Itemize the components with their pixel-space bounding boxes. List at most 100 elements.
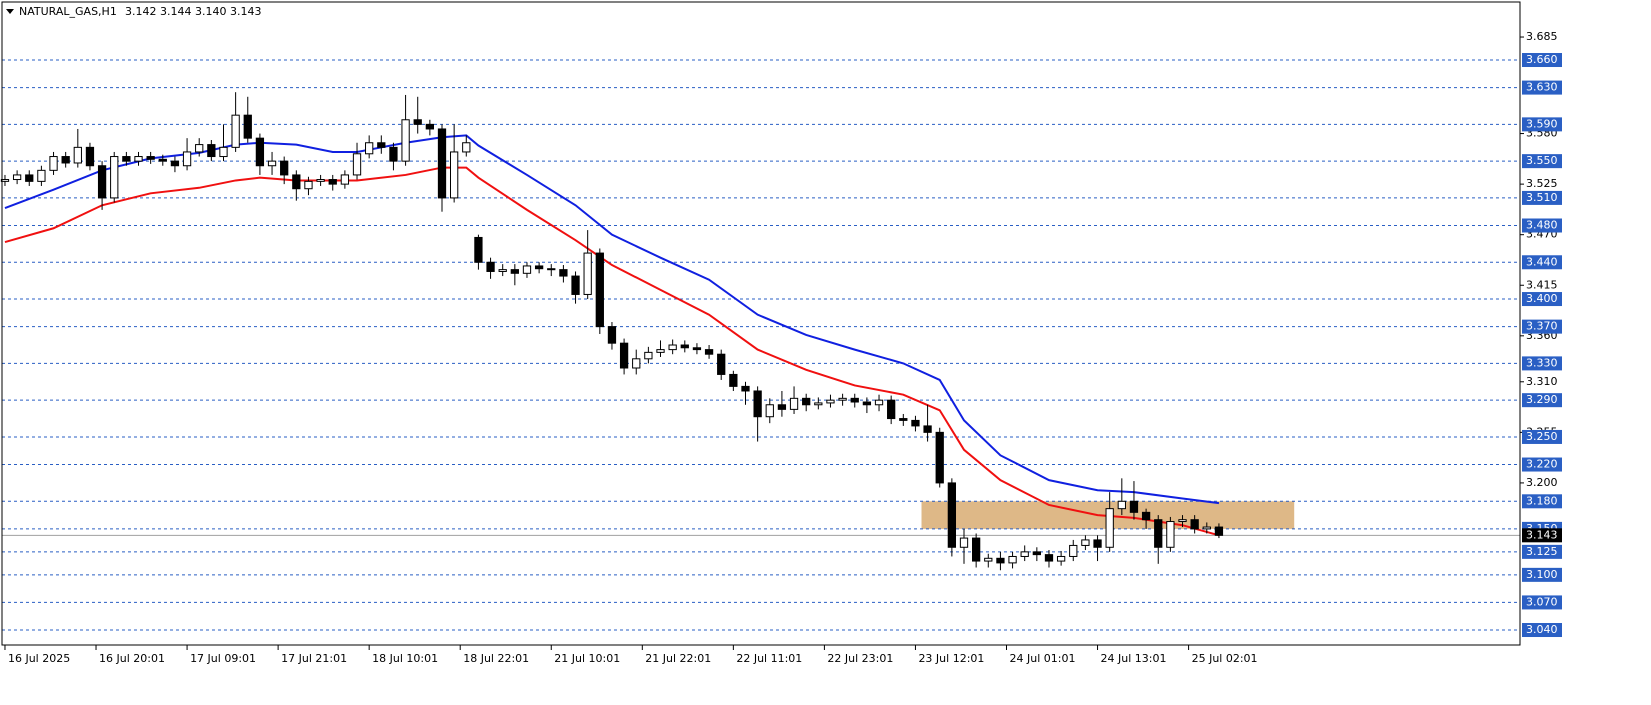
x-tick-label: 24 Jul 13:01: [1101, 652, 1167, 665]
candle-body: [765, 404, 774, 418]
x-tick-label: 21 Jul 22:01: [645, 652, 711, 665]
candle-body: [122, 156, 131, 162]
level-label: 3.590: [1526, 117, 1558, 130]
candle-body: [449, 151, 459, 199]
level-label-box: [1522, 429, 1562, 444]
level-label-box: [1522, 292, 1562, 307]
candle-body: [656, 349, 665, 353]
y-tick-label: 3.200: [1526, 476, 1558, 489]
candle-body: [1141, 511, 1151, 521]
candle-body: [947, 482, 957, 548]
candle-body: [413, 119, 422, 125]
level-label-box: [1522, 117, 1562, 132]
candle-body: [1008, 555, 1017, 564]
candle-body: [195, 144, 204, 153]
candle-body: [1154, 519, 1163, 548]
level-label: 3.400: [1526, 292, 1558, 305]
y-tick-label: 3.525: [1526, 177, 1558, 190]
candle-body: [838, 397, 847, 401]
level-label: 3.040: [1526, 623, 1558, 636]
candle-body: [1032, 551, 1041, 556]
candle-body: [1117, 500, 1126, 510]
level-label: 3.290: [1526, 393, 1558, 406]
level-label-box: [1522, 218, 1562, 233]
candle-body: [316, 179, 325, 182]
candle-body: [862, 401, 872, 406]
x-tick-label: 17 Jul 21:01: [281, 652, 347, 665]
level-label: 3.550: [1526, 154, 1558, 167]
candle-body: [401, 119, 410, 162]
candle-body: [437, 128, 447, 199]
candle-body: [789, 397, 799, 410]
candle-body: [146, 156, 155, 160]
candle-body: [996, 557, 1005, 564]
candle-body: [182, 151, 192, 167]
candle-body: [547, 268, 556, 271]
level-label: 3.630: [1526, 81, 1558, 94]
ma-line: [4, 166, 1220, 537]
candle-body: [243, 114, 252, 139]
level-label: 3.250: [1526, 430, 1558, 443]
candle-body: [959, 537, 969, 548]
x-tick-label: 24 Jul 01:01: [1009, 652, 1075, 665]
level-label: 3.220: [1526, 458, 1558, 471]
candle-body: [619, 342, 629, 369]
level-label: 3.370: [1526, 320, 1558, 333]
candle-body: [1190, 519, 1199, 530]
x-tick-label: 17 Jul 09:01: [190, 652, 256, 665]
candle-body: [571, 275, 580, 295]
candle-body: [1178, 519, 1187, 523]
candle-body: [644, 351, 653, 360]
y-tick-label: 3.415: [1526, 278, 1558, 291]
candle-body: [911, 419, 920, 427]
level-label-box: [1522, 190, 1562, 205]
level-label: 3.180: [1526, 494, 1558, 507]
chart-quote: 3.142 3.144 3.140 3.143: [125, 5, 261, 18]
level-label-box: [1522, 319, 1562, 334]
level-label: 3.660: [1526, 53, 1558, 66]
candle-body: [1166, 521, 1175, 548]
level-label: 3.100: [1526, 568, 1558, 581]
level-label-box: [1522, 494, 1562, 509]
level-label-box: [1522, 80, 1562, 95]
candle-body: [462, 142, 471, 153]
x-tick-label: 18 Jul 22:01: [463, 652, 529, 665]
level-label: 3.480: [1526, 218, 1558, 231]
candle-body: [486, 261, 495, 272]
level-label-box: [1522, 393, 1562, 408]
candle-body: [1044, 554, 1054, 562]
candle-body: [717, 353, 726, 375]
marks-layer: [0, 92, 1224, 571]
x-tick-label: 18 Jul 10:01: [372, 652, 438, 665]
candle-body: [207, 144, 216, 158]
candle-body: [1056, 555, 1066, 562]
candle-body: [158, 158, 167, 162]
candle-body: [267, 160, 277, 167]
level-label: 3.440: [1526, 255, 1558, 268]
level-label: 3.125: [1526, 545, 1558, 558]
candle-body: [534, 265, 544, 270]
candle-body: [887, 399, 896, 420]
candle-body: [923, 425, 932, 433]
x-tick-label: 22 Jul 23:01: [827, 652, 893, 665]
candle-body: [292, 174, 301, 190]
candle-body: [935, 431, 944, 484]
candle-body: [729, 373, 738, 387]
level-label-box: [1522, 356, 1562, 371]
candle-body: [377, 142, 386, 148]
candle-body: [1081, 539, 1090, 546]
candle-body: [704, 349, 714, 355]
candle-body: [559, 269, 568, 277]
candle-body: [668, 344, 677, 351]
candle-body: [170, 160, 180, 167]
candle-body: [1214, 526, 1224, 536]
candle-body: [304, 180, 313, 190]
candle-body: [874, 399, 884, 406]
level-label-box: [1522, 623, 1562, 638]
candle-body: [389, 146, 398, 162]
candle-body: [899, 418, 908, 421]
level-label-box: [1522, 567, 1562, 582]
level-label-box: [1522, 595, 1562, 610]
candle-body: [0, 179, 10, 182]
